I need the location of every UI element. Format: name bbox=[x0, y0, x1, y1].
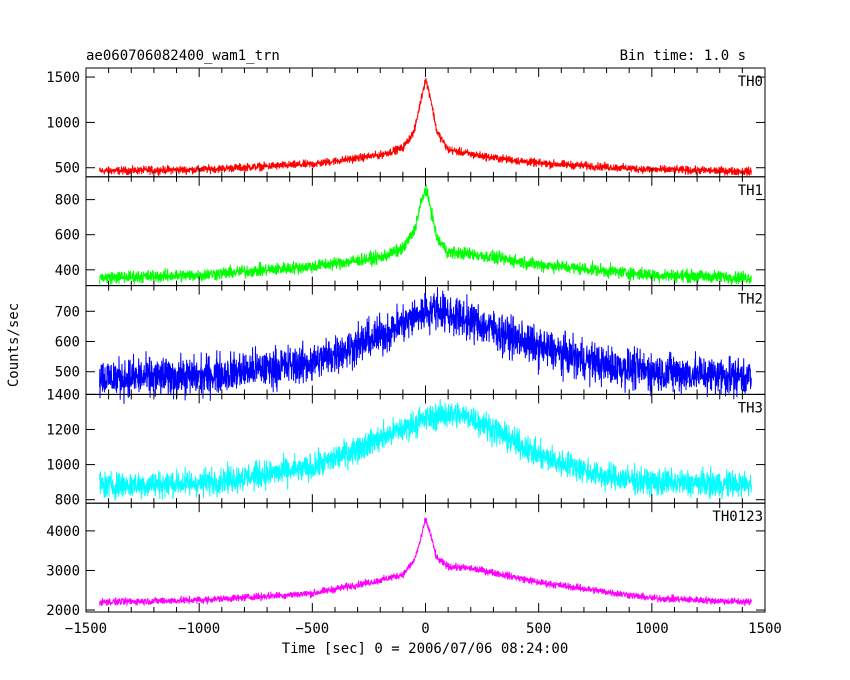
y-tick-label: 2000 bbox=[46, 603, 80, 619]
x-tick-label: −1000 bbox=[178, 621, 220, 637]
x-tick-label: 1000 bbox=[635, 621, 669, 637]
y-tick-label: 1000 bbox=[46, 458, 80, 474]
y-tick-label: 800 bbox=[55, 193, 80, 209]
x-tick-label: −500 bbox=[295, 621, 329, 637]
x-axis: −1500 −1000 −500 0 500 1000 1500 bbox=[65, 621, 782, 637]
x-tick-label: 0 bbox=[421, 621, 429, 637]
panel-label-th0123: TH0123 bbox=[712, 509, 763, 525]
x-tick-label: 500 bbox=[526, 621, 551, 637]
panel-label-th1: TH1 bbox=[738, 183, 763, 199]
y-tick-label: 800 bbox=[55, 493, 80, 509]
y-tick-label: 500 bbox=[55, 161, 80, 177]
y-tick-label: 600 bbox=[55, 228, 80, 244]
y-tick-label: 3000 bbox=[46, 563, 80, 579]
y-axis-label: Counts/sec bbox=[6, 303, 22, 387]
y-tick-label: 4000 bbox=[46, 524, 80, 540]
y-tick-label: 1000 bbox=[46, 115, 80, 131]
panel-th0: 500 1000 1500 TH0 bbox=[46, 67, 766, 178]
x-tick-label: −1500 bbox=[65, 621, 107, 637]
panel-th3: 800 1000 1200 1400 TH3 bbox=[46, 387, 766, 509]
series-line-th0 bbox=[99, 78, 752, 176]
y-tick-label: 500 bbox=[55, 365, 80, 381]
panel-th0123: 2000 3000 4000 TH0123 bbox=[46, 502, 766, 619]
y-tick-label: 700 bbox=[55, 304, 80, 320]
x-tick-label: 1500 bbox=[748, 621, 782, 637]
panels: 500 1000 1500 TH0 400 600 800 TH1 500 600 700 TH2 80… bbox=[46, 67, 766, 619]
panel-th2: 500 600 700 TH2 bbox=[55, 285, 766, 404]
y-tick-label: 1400 bbox=[46, 387, 80, 403]
series-line-th0123 bbox=[99, 517, 752, 607]
panel-label-th2: TH2 bbox=[738, 292, 763, 308]
y-tick-label: 1200 bbox=[46, 422, 80, 438]
series-line-th3 bbox=[99, 399, 752, 501]
panel-label-th3: TH3 bbox=[738, 400, 763, 416]
panel-th1: 400 600 800 TH1 bbox=[55, 176, 766, 287]
x-axis-label: Time [sec] 0 = 2006/07/06 08:24:00 bbox=[282, 641, 569, 657]
series-line-th1 bbox=[99, 183, 752, 286]
bin-time-label: Bin time: 1.0 s bbox=[620, 48, 746, 64]
y-tick-label: 1500 bbox=[46, 70, 80, 86]
y-tick-label: 600 bbox=[55, 335, 80, 351]
chart-title: ae060706082400_wam1_trn bbox=[86, 48, 280, 64]
panel-label-th0: TH0 bbox=[738, 74, 763, 90]
y-tick-label: 400 bbox=[55, 263, 80, 279]
